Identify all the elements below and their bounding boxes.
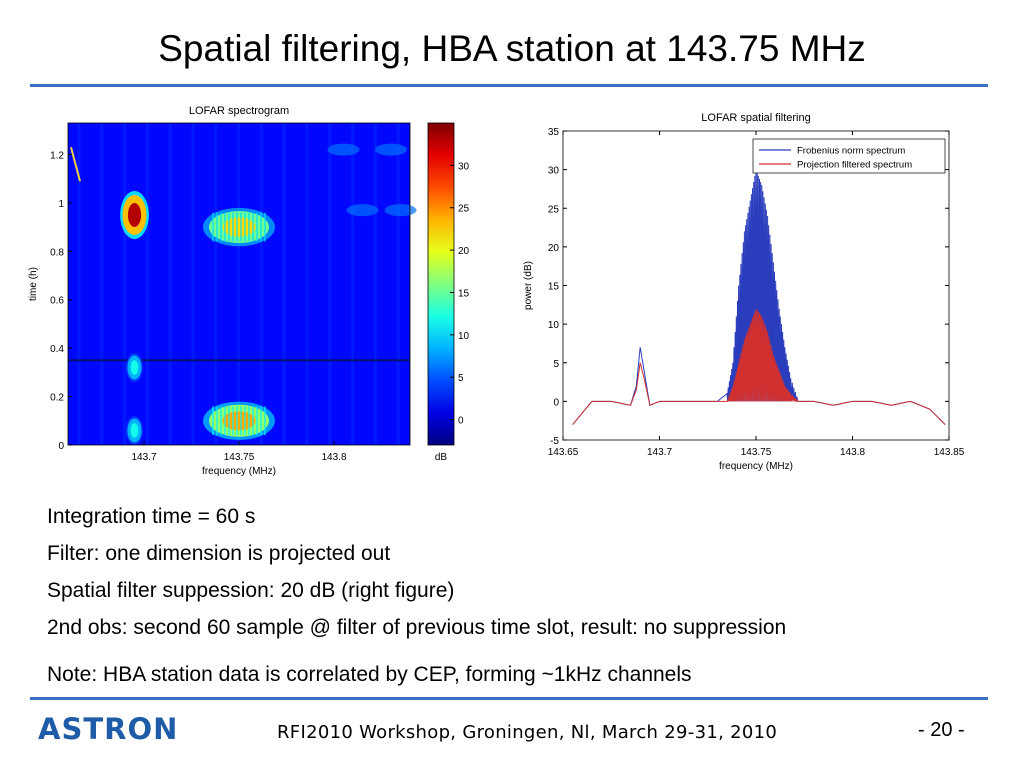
colorbar-tick-label: 20 <box>458 246 470 257</box>
y-tick-label: 0 <box>553 397 559 408</box>
bullet-list: Integration time = 60 s Filter: one dime… <box>47 498 786 693</box>
legend-label: Projection filtered spectrum <box>797 160 912 171</box>
spatial-filtering-figure: LOFAR spatial filtering 143.65 143.7 143.75… <box>523 112 965 472</box>
y-tick-label: 10 <box>548 320 560 331</box>
y-axis-label: time (h) <box>28 267 39 301</box>
heatmap-band <box>100 123 104 445</box>
y-tick-label: 35 <box>548 127 560 138</box>
colorbar-tick-label: 25 <box>458 204 470 215</box>
heatmap-band <box>214 123 218 445</box>
x-tick-label: 143.8 <box>321 452 346 463</box>
legend-label: Frobenius norm spectrum <box>797 146 905 157</box>
heatmap-faint-blob <box>375 143 407 156</box>
bullet-item: Spatial filter suppession: 20 dB (right … <box>47 579 455 602</box>
top-divider <box>30 84 988 87</box>
y-tick-label: 15 <box>548 282 560 293</box>
x-tick-label: 143.85 <box>934 447 965 458</box>
y-tick-label: 0.6 <box>50 296 64 307</box>
heatmap-band <box>237 123 241 445</box>
y-tick-label: 1 <box>58 199 64 210</box>
heatmap-feature-core <box>127 203 142 227</box>
bottom-divider <box>30 697 988 700</box>
heatmap-band <box>305 123 309 445</box>
y-tick-label: 0.2 <box>50 393 64 404</box>
chart-title: LOFAR spectrogram <box>189 105 289 117</box>
y-tick-label: 1.2 <box>50 150 64 161</box>
note-text: Note: HBA station data is correlated by … <box>47 663 692 686</box>
y-axis-label: power (dB) <box>523 261 534 310</box>
heatmap-band <box>396 123 400 445</box>
y-tick-label: 0.4 <box>50 344 64 355</box>
heatmap-feature-core <box>130 423 139 438</box>
colorbar-tick-label: 5 <box>458 373 464 384</box>
x-axis-label: frequency (MHz) <box>202 466 276 477</box>
bullet-item: 2nd obs: second 60 sample @ filter of pr… <box>47 616 787 639</box>
legend-box <box>752 138 946 174</box>
x-tick-label: 143.7 <box>131 452 156 463</box>
colorbar-tick-label: 15 <box>458 288 470 299</box>
x-tick-label: 143.75 <box>741 447 772 458</box>
colorbar-tick-label: 0 <box>458 416 464 427</box>
y-tick-label: 25 <box>548 204 560 215</box>
heatmap-band <box>373 123 377 445</box>
page-number: - 20 - <box>918 719 965 741</box>
heatmap-band <box>282 123 286 445</box>
y-tick-label: 30 <box>548 166 560 177</box>
bullet-item: Integration time = 60 s <box>47 505 256 528</box>
heatmap-faint-blob <box>384 204 417 217</box>
bullet-item: Filter: one dimension is projected out <box>47 542 391 565</box>
y-tick-label: 5 <box>553 359 559 370</box>
spectrogram-figure: LOFAR spectrogram 143.7 143.75 143.8 0 0.2 0.4… <box>28 105 470 477</box>
colorbar-label: dB <box>435 452 448 463</box>
slide-title: Spatial filtering, HBA station at 143.75… <box>158 28 866 69</box>
footer-text: RFI2010 Workshop, Groningen, Nl, March 2… <box>277 722 778 743</box>
x-tick-label: 143.7 <box>647 447 672 458</box>
astron-logo: ASTRON <box>38 712 179 746</box>
heatmap-background <box>68 123 410 445</box>
heatmap-faint-blob <box>346 204 379 217</box>
colorbar-tick-label: 10 <box>458 331 470 342</box>
colorbar <box>427 122 455 446</box>
chart-title: LOFAR spatial filtering <box>701 112 810 124</box>
heatmap-band <box>145 123 149 445</box>
x-tick-label: 143.75 <box>224 452 255 463</box>
colorbar-tick-label: 30 <box>458 161 470 172</box>
heatmap-streak <box>70 146 81 182</box>
y-tick-label: -5 <box>550 436 559 447</box>
heatmap-band <box>191 123 195 445</box>
heatmap-feature-core <box>130 360 139 375</box>
series-line-2 <box>572 308 946 425</box>
heatmap-feature-core <box>222 411 256 431</box>
x-tick-label: 143.8 <box>840 447 865 458</box>
y-tick-label: 0.8 <box>50 247 64 258</box>
y-tick-label: 0 <box>58 441 64 452</box>
heatmap-faint-blob <box>327 143 360 156</box>
heatmap-band <box>259 123 263 445</box>
y-tick-label: 20 <box>548 243 560 254</box>
x-axis-label: frequency (MHz) <box>719 461 793 472</box>
heatmap-band <box>77 123 81 445</box>
x-tick-label: 143.65 <box>548 447 579 458</box>
heatmap-feature-core <box>222 217 256 237</box>
heatmap-band <box>351 123 355 445</box>
heatmap-band <box>168 123 172 445</box>
heatmap-band <box>328 123 332 445</box>
heatmap-band <box>123 123 127 445</box>
